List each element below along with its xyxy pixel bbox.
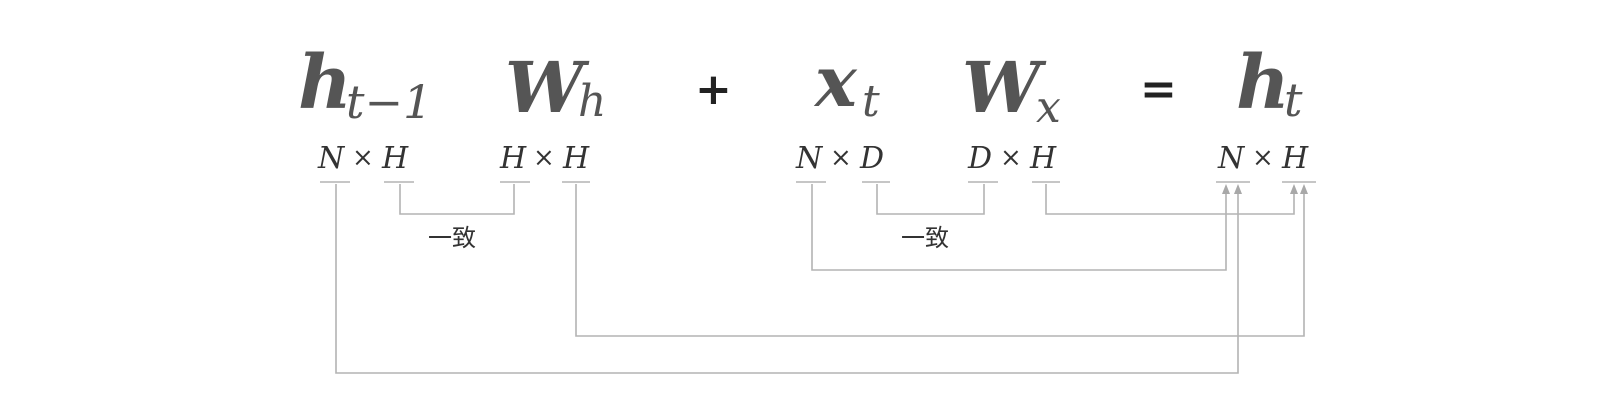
plus-sign: + (695, 64, 732, 115)
shape5-a: N (1217, 141, 1246, 176)
term-wx-base: W (962, 46, 1047, 129)
term-ht-sub: t (1284, 73, 1303, 127)
term-h-sub: t−1 (346, 75, 432, 129)
arrow-up-4 (1300, 184, 1308, 194)
shape2-b: H (562, 141, 590, 176)
shape3-x: × (830, 143, 852, 173)
shape4-a: D (967, 141, 992, 176)
shape3-b: D (859, 141, 884, 176)
term-x-base: x (813, 40, 858, 123)
connector-wh-h (575, 184, 1305, 337)
shape4-b: H (1029, 141, 1057, 176)
match-bracket-right (876, 184, 985, 215)
shape3-a: N (795, 141, 824, 176)
shape4-x: × (1000, 143, 1022, 173)
arrowheads (1222, 184, 1308, 194)
shape1-a: N (317, 141, 346, 176)
equals-sign: = (1140, 64, 1177, 115)
connector-wx-h (1045, 184, 1295, 215)
shape5-b: H (1281, 141, 1309, 176)
term-wh-sub: h (578, 76, 606, 127)
term-wx-sub: x (1036, 82, 1061, 133)
connector-h-n (335, 184, 1239, 374)
match-bracket-left (399, 184, 515, 215)
shape5-x: × (1252, 143, 1274, 173)
shape2-a: H (499, 141, 527, 176)
shape1-x: × (352, 143, 374, 173)
term-x-sub: t (862, 76, 880, 127)
arrow-up-2 (1234, 184, 1242, 194)
arrow-up-1 (1222, 184, 1230, 194)
connector-x-n (811, 184, 1227, 271)
shape1-b: H (381, 141, 409, 176)
shape2-x: × (533, 143, 555, 173)
term-wh-base: W (505, 46, 590, 129)
match-label-left: 一致 (428, 224, 476, 252)
term-h-base: h (298, 40, 352, 126)
arrow-up-3 (1290, 184, 1298, 194)
term-ht-base: h (1236, 40, 1290, 126)
match-label-right: 一致 (901, 224, 949, 252)
